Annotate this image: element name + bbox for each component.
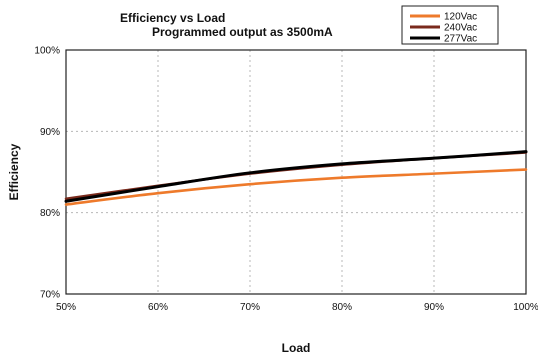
legend-label-120vac: 120Vac [444,12,477,23]
x-tick-label: 100% [513,302,538,313]
y-axis-label: Efficiency [7,143,21,200]
series-lines [64,150,528,206]
y-tick-label: 70% [40,290,60,301]
x-tick-labels: 50% 60% 70% 80% 90% 100% [56,302,538,313]
chart-subtitle: Programmed output as 3500mA [152,25,333,39]
y-tick-label: 100% [34,46,60,57]
x-axis-label: Load [282,341,311,355]
chart-title: Efficiency vs Load [120,11,225,25]
series-line-240vac [64,151,528,201]
legend-label-240vac: 240Vac [444,23,477,34]
x-tick-label: 80% [332,302,352,313]
plot-area-border [65,49,527,295]
series-line-120vac [64,168,528,206]
y-tick-label: 80% [40,208,60,219]
x-tick-label: 50% [56,302,76,313]
series-line-277vac [64,150,528,203]
x-tick-label: 60% [148,302,168,313]
x-tick-label: 90% [424,302,444,313]
y-tick-label: 90% [40,127,60,138]
legend-label-277vac: 277Vac [444,34,477,45]
x-tick-label: 70% [240,302,260,313]
y-tick-labels: 70% 80% 90% 100% [34,46,60,301]
